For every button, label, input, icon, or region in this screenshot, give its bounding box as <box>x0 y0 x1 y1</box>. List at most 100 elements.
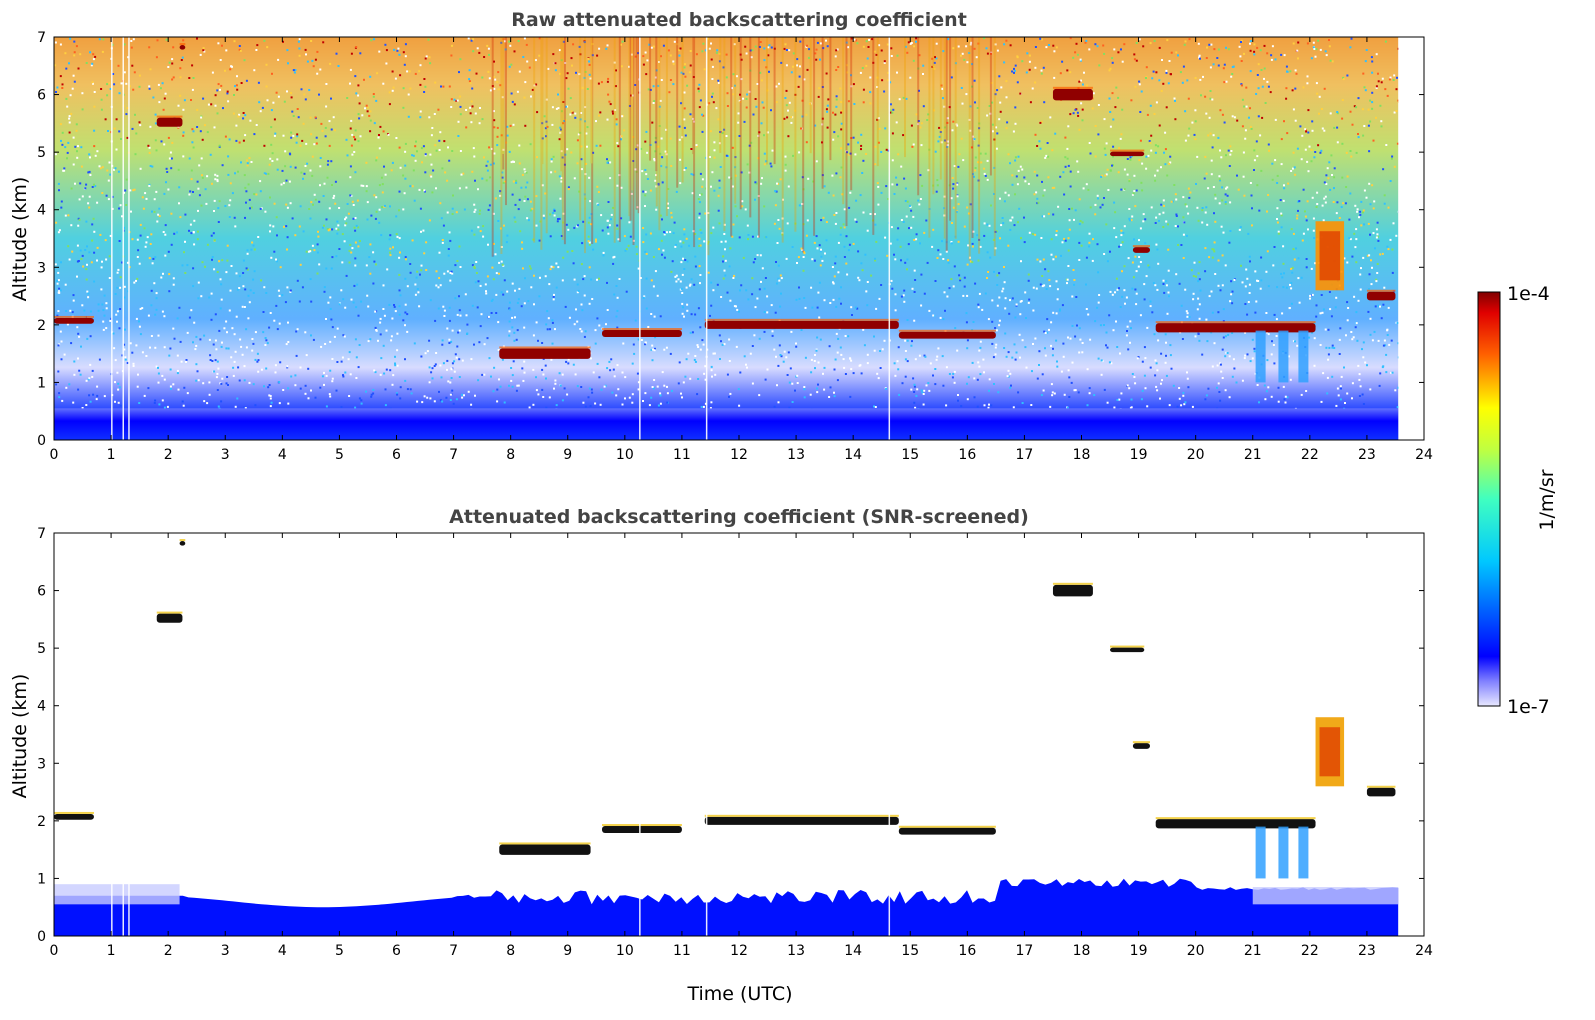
x-tick-label: 22 <box>1301 943 1319 959</box>
y-tick-label: 3 <box>37 756 46 772</box>
x-tick-label: 7 <box>449 447 458 463</box>
x-tick-label: 20 <box>1187 447 1205 463</box>
y-tick-label: 7 <box>37 30 46 46</box>
y-tick-label: 4 <box>37 699 46 715</box>
x-tick-label: 10 <box>616 943 634 959</box>
y-tick-label: 5 <box>37 145 46 161</box>
cloud-feature-9 <box>1132 247 1150 253</box>
screened-y-axis: 0 1 2 3 4 5 6 7 <box>37 526 1424 945</box>
raw-x-axis: 0 1 2 3 4 5 6 7 8 9 10 11 12 13 14 15 16 17 18 19 20 21 22 23 24 <box>50 37 1433 463</box>
y-tick-label: 0 <box>37 433 46 449</box>
screened-boundary-layer <box>54 878 1399 936</box>
raw-y-axis: 0 1 2 3 4 5 6 7 <box>37 30 1424 449</box>
x-tick-label: 14 <box>844 447 862 463</box>
cloud-feature-3 <box>499 844 591 855</box>
cloud-feature-1 <box>156 117 183 127</box>
y-tick-label: 2 <box>37 814 46 830</box>
screened-heatmap <box>54 533 1399 936</box>
x-tick-label: 11 <box>673 447 691 463</box>
cloud-feature-10 <box>1155 323 1316 333</box>
x-axis-label: Time (UTC) <box>686 983 792 1005</box>
colorbar: 1e-4 1e-7 1/m/sr <box>1477 283 1558 718</box>
colorbar-gradient <box>1477 291 1501 707</box>
y-tick-label: 2 <box>37 318 46 334</box>
cloud-feature-9 <box>1132 743 1150 749</box>
screened-y-axis-label: Altitude (km) <box>9 674 31 799</box>
x-tick-label: 2 <box>164 943 173 959</box>
panel-screened: Attenuated backscattering coefficient (S… <box>9 506 1433 1005</box>
raw-background-field <box>54 37 1399 440</box>
x-tick-label: 5 <box>335 943 344 959</box>
cloud-feature-4 <box>602 330 682 337</box>
cloud-feature-2 <box>179 541 186 546</box>
x-tick-label: 0 <box>50 447 59 463</box>
cloud-feature-0 <box>54 317 94 324</box>
raw-cloud-layers <box>54 43 1396 359</box>
screened-cloud-layers <box>54 539 1396 855</box>
y-tick-label: 5 <box>37 641 46 657</box>
colorbar-max-label: 1e-4 <box>1507 283 1550 305</box>
cloud-feature-12 <box>1366 291 1396 301</box>
screened-fall-streaks <box>1255 826 1309 879</box>
x-tick-label: 3 <box>221 447 230 463</box>
panel-raw: Raw attenuated backscattering coefficien… <box>9 9 1433 463</box>
x-tick-label: 13 <box>787 943 805 959</box>
cloud-feature-5 <box>704 320 899 329</box>
x-tick-label: 23 <box>1358 943 1376 959</box>
x-tick-label: 12 <box>730 447 748 463</box>
x-tick-label: 8 <box>506 447 515 463</box>
colorbar-unit-label: 1/m/sr <box>1536 469 1558 530</box>
cloud-feature-10 <box>1155 819 1316 829</box>
x-tick-label: 7 <box>449 943 458 959</box>
screened-residual-layer-right <box>1252 887 1399 905</box>
x-tick-label: 21 <box>1244 447 1262 463</box>
cloud-feature-1 <box>156 613 183 623</box>
x-tick-label: 11 <box>673 943 691 959</box>
x-tick-label: 18 <box>1073 447 1091 463</box>
x-tick-label: 12 <box>730 943 748 959</box>
cloud-feature-0 <box>54 813 94 820</box>
x-tick-label: 24 <box>1415 943 1433 959</box>
x-tick-label: 24 <box>1415 447 1433 463</box>
cloud-feature-12 <box>1366 787 1396 797</box>
x-tick-label: 9 <box>563 943 572 959</box>
x-tick-label: 16 <box>958 943 976 959</box>
cloud-feature-2 <box>179 45 186 50</box>
cloud-feature-8 <box>1110 151 1145 157</box>
cloud-feature-4 <box>602 826 682 833</box>
screened-x-axis: 0 1 2 3 4 5 6 7 8 9 10 11 12 13 14 15 16 17 18 19 20 21 22 23 24 <box>50 533 1433 959</box>
x-tick-label: 19 <box>1130 943 1148 959</box>
raw-heatmap <box>54 37 1399 440</box>
x-tick-label: 1 <box>107 447 116 463</box>
cloud-feature-6 <box>898 331 996 339</box>
cloud-feature-7 <box>1052 88 1093 101</box>
x-tick-label: 20 <box>1187 943 1205 959</box>
y-tick-label: 6 <box>37 584 46 600</box>
x-tick-label: 4 <box>278 447 287 463</box>
x-tick-label: 0 <box>50 943 59 959</box>
raw-fall-streaks <box>1255 330 1309 383</box>
raw-panel-title: Raw attenuated backscattering coefficien… <box>511 9 967 31</box>
raw-boundary-layer <box>54 408 1399 440</box>
x-tick-label: 14 <box>844 943 862 959</box>
x-tick-label: 17 <box>1016 447 1034 463</box>
x-tick-label: 23 <box>1358 447 1376 463</box>
colorbar-min-label: 1e-7 <box>1507 696 1550 718</box>
y-tick-label: 7 <box>37 526 46 542</box>
x-tick-label: 1 <box>107 943 116 959</box>
x-tick-label: 2 <box>164 447 173 463</box>
cloud-feature-7 <box>1052 584 1093 597</box>
cloud-feature-5 <box>704 816 899 825</box>
screened-plot-frame <box>53 532 1425 937</box>
y-tick-label: 3 <box>37 260 46 276</box>
x-tick-label: 15 <box>901 943 919 959</box>
y-tick-label: 0 <box>37 929 46 945</box>
x-tick-label: 5 <box>335 447 344 463</box>
x-tick-label: 22 <box>1301 447 1319 463</box>
x-tick-label: 4 <box>278 943 287 959</box>
y-tick-label: 1 <box>37 375 46 391</box>
x-tick-label: 13 <box>787 447 805 463</box>
y-tick-label: 6 <box>37 88 46 104</box>
x-tick-label: 16 <box>958 447 976 463</box>
